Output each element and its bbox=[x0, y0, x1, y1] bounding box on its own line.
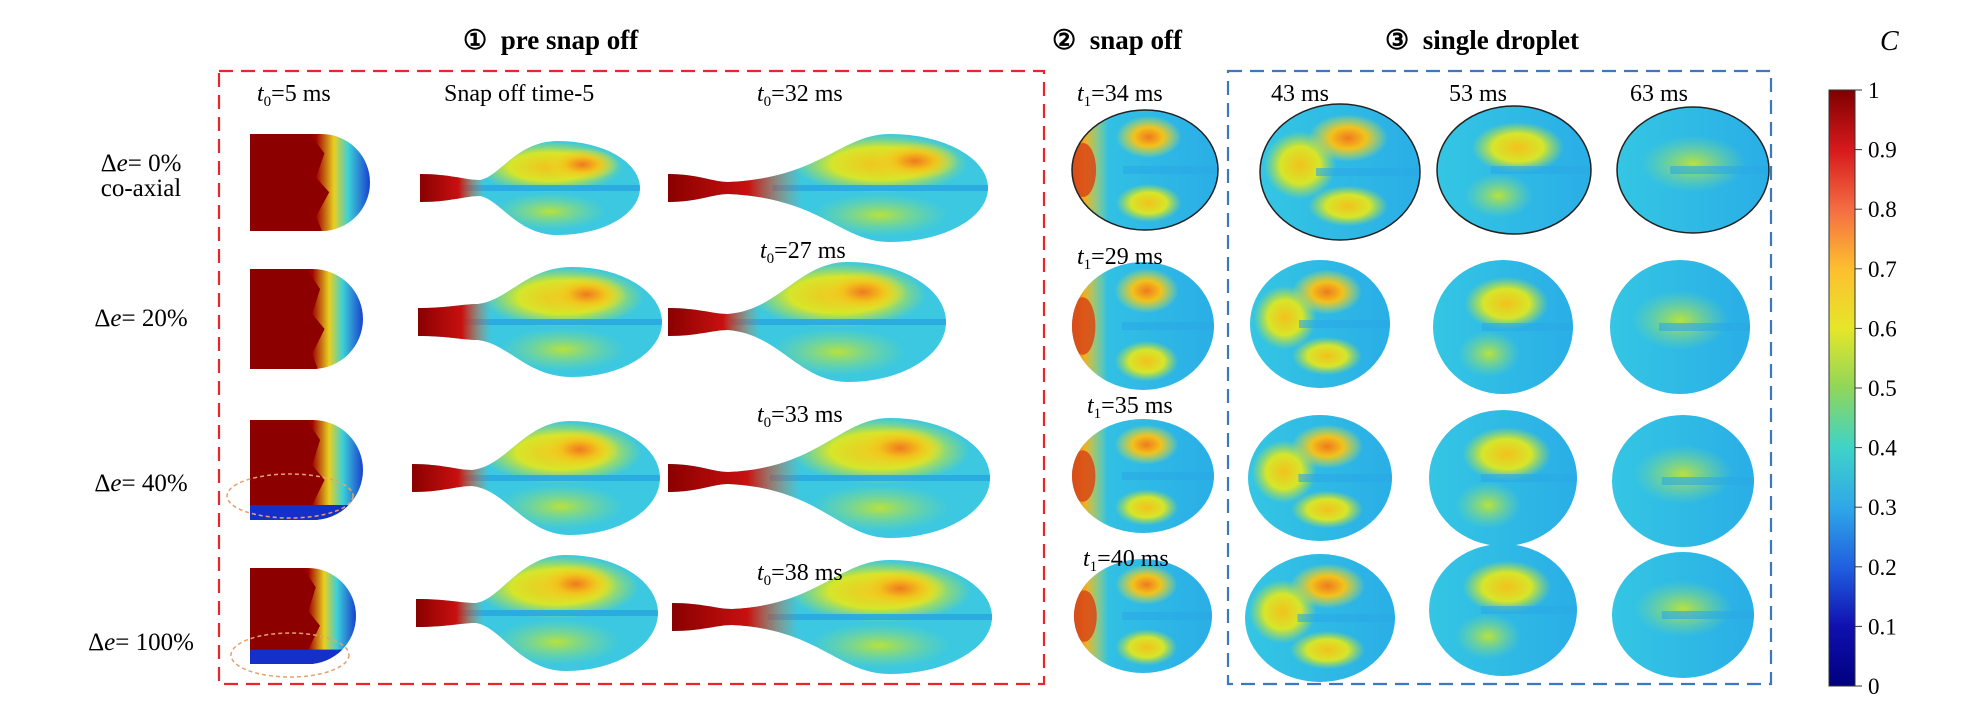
droplet-snapshot bbox=[1071, 109, 1219, 231]
colorbar-tick-label: 0.6 bbox=[1868, 316, 1897, 341]
section-3-title: ③ single droplet bbox=[1385, 25, 1579, 55]
section-1-title: ① pre snap off bbox=[463, 25, 639, 55]
colorbar-tick-label: 0.1 bbox=[1868, 614, 1897, 639]
droplet-snapshot bbox=[1259, 103, 1421, 241]
cap-snapshot bbox=[250, 269, 363, 369]
label-t0-33ms: t0=33 ms bbox=[757, 402, 843, 431]
highlight-ellipse bbox=[226, 473, 354, 519]
row-label-0: Δe= 0% co-axial bbox=[100, 150, 182, 202]
label-t0-5ms: t0=5 ms bbox=[257, 81, 331, 110]
row-label-2: Δe= 40% bbox=[94, 470, 188, 497]
necking-snapshot bbox=[668, 262, 946, 382]
colorbar-tick-label: 0 bbox=[1868, 674, 1880, 699]
droplet-snapshot bbox=[1612, 415, 1754, 547]
label-t1-34ms: t1=34 ms bbox=[1077, 81, 1163, 110]
label-t1-35ms: t1=35 ms bbox=[1087, 393, 1173, 422]
droplet-snapshot bbox=[1245, 554, 1395, 682]
colorbar-tick-label: 0.5 bbox=[1868, 376, 1897, 401]
colorbar-ticks: 1 0.9 0.8 0.7 0.6 0.5 0.4 0.3 0.2 0.1 0 bbox=[1855, 78, 1897, 699]
highlight-ellipse bbox=[230, 632, 350, 678]
necking-snapshot bbox=[416, 555, 658, 671]
label-t1-29ms: t1=29 ms bbox=[1077, 244, 1163, 273]
label-63ms: 63 ms bbox=[1630, 81, 1689, 107]
droplet-snapshot bbox=[1250, 260, 1390, 388]
colorbar-tick-label: 0.2 bbox=[1868, 555, 1897, 580]
droplet-snapshot bbox=[1072, 262, 1214, 390]
droplet-snapshot bbox=[1429, 410, 1577, 546]
necking-snapshot bbox=[668, 134, 988, 242]
droplet-snapshot bbox=[1616, 106, 1770, 234]
necking-snapshot bbox=[668, 418, 990, 538]
single-droplet-box bbox=[1226, 69, 1773, 686]
cap-snapshot bbox=[250, 568, 356, 664]
colorbar-tick-label: 0.7 bbox=[1868, 257, 1897, 282]
cap-snapshot bbox=[250, 134, 370, 231]
droplet-snapshot bbox=[1072, 419, 1214, 533]
droplet-snapshot bbox=[1612, 552, 1754, 678]
row-label-3: Δe= 100% bbox=[88, 629, 194, 656]
droplet-snapshot bbox=[1436, 105, 1592, 235]
label-t1-40ms: t1=40 ms bbox=[1083, 546, 1169, 575]
section-2-title: ② snap off bbox=[1052, 25, 1182, 55]
necking-snapshot bbox=[420, 141, 640, 235]
colorbar-tick-label: 0.8 bbox=[1868, 197, 1897, 222]
colorbar bbox=[1828, 89, 1856, 687]
cap-snapshot bbox=[250, 420, 363, 520]
droplet-snapshot bbox=[1610, 260, 1750, 394]
droplet-snapshot bbox=[1074, 559, 1212, 673]
colorbar-tick-label: 1 bbox=[1868, 78, 1880, 103]
droplet-snapshot bbox=[1429, 544, 1577, 676]
label-53ms: 53 ms bbox=[1449, 81, 1508, 107]
necking-snapshot bbox=[418, 267, 662, 377]
label-43ms: 43 ms bbox=[1271, 81, 1330, 107]
pre-snap-off-box bbox=[217, 69, 1046, 686]
label-t0-27ms: t0=27 ms bbox=[760, 238, 846, 267]
label-t0-38ms: t0=38 ms bbox=[757, 560, 843, 589]
label-snap-off-time: Snap off time-5 bbox=[444, 81, 595, 107]
droplet-snapshot bbox=[1248, 415, 1392, 541]
necking-snapshot bbox=[412, 421, 660, 535]
colorbar-tick-label: 0.9 bbox=[1868, 138, 1897, 163]
colorbar-title: C bbox=[1880, 26, 1899, 57]
colorbar-tick-label: 0.3 bbox=[1868, 495, 1897, 520]
label-t0-32ms: t0=32 ms bbox=[757, 81, 843, 110]
colorbar-tick-label: 0.4 bbox=[1868, 436, 1897, 461]
row-label-1: Δe= 20% bbox=[94, 305, 188, 332]
droplet-snapshot bbox=[1433, 260, 1573, 394]
